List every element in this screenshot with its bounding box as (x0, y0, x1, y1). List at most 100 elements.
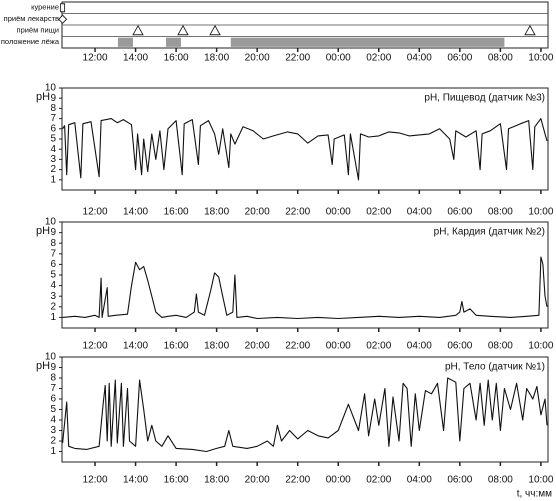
x-tick-label: 08:00 (488, 53, 513, 64)
y-tick-label: 1 (50, 174, 56, 185)
x-tick-label: 08:00 (488, 475, 513, 486)
y-tick-label: 5 (50, 404, 56, 415)
y-tick-label: 3 (50, 425, 56, 436)
y-tick-label: 6 (50, 259, 56, 270)
y-tick-label: 5 (50, 270, 56, 281)
x-tick-label: 06:00 (447, 207, 472, 218)
y-tick-label: 4 (50, 144, 56, 155)
y-tick-label: 4 (50, 280, 56, 291)
x-tick-label: 02:00 (366, 341, 391, 352)
event-marker (209, 24, 221, 36)
plot-frame (61, 221, 549, 329)
x-tick-label: 06:00 (447, 475, 472, 486)
chart-title: pH, Тело (датчик №1) (445, 362, 545, 373)
x-tick-label: 04:00 (407, 341, 432, 352)
event-marker (132, 24, 144, 36)
x-tick-label: 20:00 (245, 341, 270, 352)
y-tick-label: 8 (50, 373, 56, 384)
y-axis-label: pH (36, 360, 50, 372)
y-tick-label: 6 (50, 123, 56, 134)
x-tick-label: 18:00 (204, 207, 229, 218)
x-tick-label: 14:00 (123, 207, 148, 218)
x-tick-label: 14:00 (123, 475, 148, 486)
x-tick-label: 12:00 (83, 53, 108, 64)
x-tick-label: 08:00 (488, 341, 513, 352)
x-tick-label: 20:00 (245, 53, 270, 64)
x-tick-label: 10:00 (528, 475, 553, 486)
ph-line (62, 256, 548, 320)
x-tick-label: 20:00 (245, 475, 270, 486)
x-axis-label: t, чч:мм (517, 489, 552, 500)
y-tick-label: 9 (50, 227, 56, 238)
x-tick-label: 06:00 (447, 341, 472, 352)
y-tick-label: 10 (45, 352, 57, 363)
y-tick-label: 4 (50, 415, 56, 426)
y-tick-label: 2 (50, 301, 56, 312)
y-tick-label: 7 (50, 248, 56, 259)
y-tick-label: 9 (50, 362, 56, 373)
y-tick-label: 10 (45, 83, 57, 94)
x-tick-label: 14:00 (123, 53, 148, 64)
x-tick-label: 08:00 (488, 207, 513, 218)
x-tick-label: 16:00 (164, 341, 189, 352)
y-tick-label: 7 (50, 383, 56, 394)
x-tick-label: 16:00 (164, 207, 189, 218)
x-tick-label: 16:00 (164, 53, 189, 64)
lying-interval (117, 37, 133, 47)
x-tick-label: 22:00 (285, 341, 310, 352)
x-tick-label: 00:00 (326, 207, 351, 218)
x-tick-label: 02:00 (366, 207, 391, 218)
x-tick-label: 06:00 (447, 53, 472, 64)
x-tick-label: 00:00 (326, 475, 351, 486)
x-tick-label: 16:00 (164, 475, 189, 486)
x-tick-label: 14:00 (123, 341, 148, 352)
x-tick-label: 18:00 (204, 53, 229, 64)
x-tick-label: 12:00 (83, 341, 108, 352)
chart-title: pH, Кардия (датчик №2) (434, 227, 545, 238)
x-tick-label: 00:00 (326, 53, 351, 64)
y-tick-label: 7 (50, 113, 56, 124)
x-tick-label: 12:00 (83, 475, 108, 486)
x-tick-label: 18:00 (204, 341, 229, 352)
x-tick-label: 10:00 (528, 53, 553, 64)
x-tick-label: 22:00 (285, 207, 310, 218)
y-tick-label: 10 (45, 217, 57, 228)
y-axis-label: pH (36, 225, 50, 237)
y-tick-label: 3 (50, 291, 56, 302)
x-tick-label: 20:00 (245, 207, 270, 218)
y-tick-label: 1 (50, 446, 56, 457)
y-tick-label: 2 (50, 436, 56, 447)
event-marker (60, 3, 66, 13)
x-tick-label: 22:00 (285, 475, 310, 486)
y-tick-label: 6 (50, 394, 56, 405)
y-tick-label: 8 (50, 238, 56, 249)
y-tick-label: 5 (50, 134, 56, 145)
x-tick-label: 22:00 (285, 53, 310, 64)
row-label: положение лёжа (1, 37, 60, 46)
lying-interval (165, 37, 181, 47)
ph-line (62, 377, 548, 453)
event-marker (177, 24, 189, 36)
ph-line (62, 118, 548, 181)
x-tick-label: 10:00 (528, 341, 553, 352)
x-tick-label: 04:00 (407, 475, 432, 486)
x-tick-label: 02:00 (366, 475, 391, 486)
x-tick-label: 10:00 (528, 207, 553, 218)
x-tick-label: 00:00 (326, 341, 351, 352)
event-marker (524, 24, 536, 36)
lying-interval (230, 37, 505, 47)
x-tick-label: 12:00 (83, 207, 108, 218)
y-tick-label: 9 (50, 93, 56, 104)
y-tick-label: 8 (50, 103, 56, 114)
chart-title: pH, Пищевод (датчик №3) (424, 93, 545, 104)
x-tick-label: 04:00 (407, 53, 432, 64)
y-tick-label: 2 (50, 164, 56, 175)
row-label: приём лекарств (4, 14, 59, 23)
y-axis-label: pH (36, 91, 50, 103)
row-label: приём пищи (17, 26, 59, 35)
x-tick-label: 02:00 (366, 53, 391, 64)
y-tick-label: 3 (50, 154, 56, 165)
x-tick-label: 04:00 (407, 207, 432, 218)
x-tick-label: 18:00 (204, 475, 229, 486)
